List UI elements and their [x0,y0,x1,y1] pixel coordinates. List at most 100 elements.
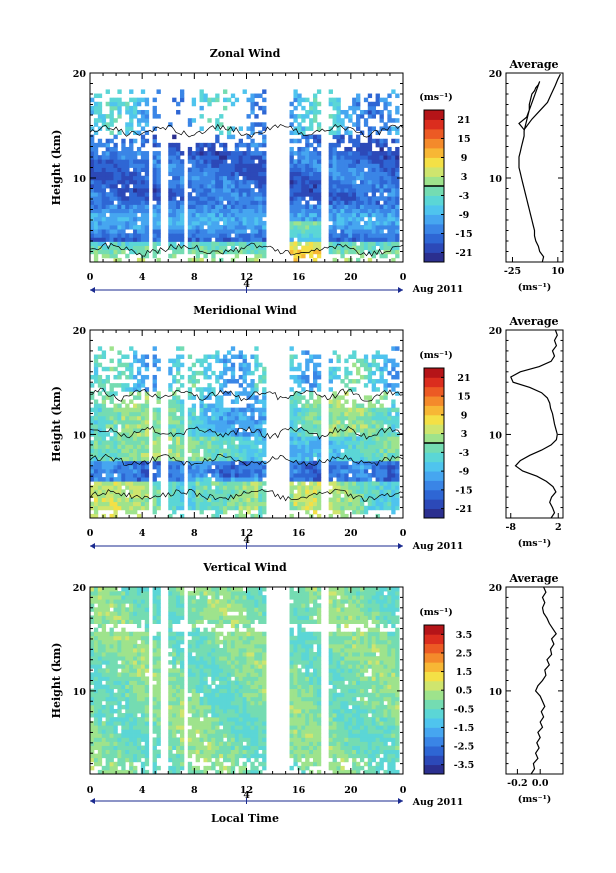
heatmap-cell [305,444,310,449]
heatmap-cell [117,188,122,193]
average-y-tick-label: 20 [489,326,503,337]
heatmap-cell [359,481,365,486]
heatmap-cell [191,464,197,470]
heatmap-cell [375,208,380,214]
heatmap-cell [199,89,204,94]
heatmap-cell [332,192,337,197]
heatmap-cell [109,383,114,388]
heatmap-cell [383,411,388,417]
heatmap-cell [121,477,126,482]
heatmap-cell [313,468,318,474]
heatmap-cell [195,464,200,470]
heatmap-cell [375,249,380,255]
heatmap-cell [356,481,361,486]
heatmap-cell [176,366,181,372]
heatmap-cell [289,130,294,136]
heatmap-cell [352,387,357,392]
heatmap-cell [219,225,224,230]
heatmap-cell [97,440,103,445]
heatmap-cell [172,241,177,246]
heatmap-cell [340,509,345,515]
heatmap-cell [359,159,365,164]
heatmap-cell [93,595,99,600]
heatmap-cell [289,179,294,185]
heatmap-cell [305,419,310,425]
heatmap-cell [113,253,118,259]
heatmap-cell [262,444,267,449]
heatmap-cell [101,599,107,604]
heatmap-cell [97,692,103,698]
heatmap-cell [97,403,103,409]
heatmap-cell [129,366,134,372]
heatmap-cell [133,109,138,115]
heatmap-cell [297,130,302,136]
heatmap-cell [191,440,197,445]
heatmap-cell [356,505,361,511]
heatmap-cell [207,505,212,511]
heatmap-cell [336,428,341,433]
heatmap-cell [367,225,373,230]
heatmap-cell [230,200,236,205]
heatmap-cell [226,208,232,214]
colorbar-tick-label: -9 [459,210,470,221]
heatmap-cell [234,379,240,384]
heatmap-cell [101,647,107,653]
heatmap-cell [246,237,251,242]
heatmap-cell [352,216,357,222]
heatmap-cell [199,509,204,515]
heatmap-cell [121,440,126,445]
heatmap-cell [238,497,243,503]
colorbar-swatch [424,433,444,444]
heatmap-cell [172,237,177,242]
heatmap-cell [129,448,134,454]
heatmap-cell [121,387,126,392]
colorbar-swatch [424,414,444,425]
heatmap-cell [179,163,185,168]
heatmap-cell [105,652,110,657]
heatmap-cell [340,151,345,156]
heatmap-cell [136,237,142,242]
heatmap-cell [105,155,110,160]
heatmap-cell [215,448,220,454]
heatmap-cell [254,93,259,99]
heatmap-cell [356,403,361,409]
heatmap-cell [129,146,134,152]
heatmap-cell [156,473,161,478]
heatmap-cell [176,220,181,226]
heatmap-cell [219,216,224,222]
heatmap-cell [215,118,220,123]
heatmap-cell [242,212,247,218]
heatmap-cell [105,664,110,669]
heatmap-cell [121,639,126,645]
heatmap-cell [176,395,181,400]
heatmap-cell [199,114,204,119]
heatmap-cell [258,489,263,494]
heatmap-cell [109,652,114,657]
heatmap-cell [133,350,138,355]
heatmap-cell [348,444,353,449]
y-axis-label: Height (km) [50,386,63,462]
heatmap-cell [258,399,263,404]
heatmap-cell [309,428,314,433]
heatmap-cell [313,444,318,449]
heatmap-cell [117,370,122,376]
heatmap-cell [117,676,122,681]
heatmap-cell [375,501,380,507]
heatmap-cell [301,407,306,413]
heatmap-cell [129,464,134,470]
heatmap-cell [199,440,204,445]
heatmap-cell [230,411,236,417]
heatmap-cell [105,142,110,148]
heatmap-cell [238,489,243,494]
heatmap-cell [387,220,392,226]
heatmap-cell [301,167,306,173]
heatmap-cell [289,208,294,214]
heatmap-cell [242,220,247,226]
heatmap-cell [97,415,103,421]
heatmap-cell [313,473,318,478]
heatmap-cell [93,684,99,690]
heatmap-cell [332,249,337,255]
heatmap-cell [129,497,134,503]
heatmap-cell [250,477,255,482]
heatmap-cell [109,696,114,702]
